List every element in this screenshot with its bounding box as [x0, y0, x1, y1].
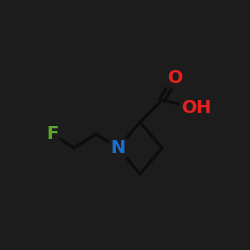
Text: O: O — [168, 69, 182, 87]
Text: OH: OH — [181, 99, 211, 117]
Text: F: F — [46, 125, 58, 143]
Text: N: N — [110, 139, 126, 157]
